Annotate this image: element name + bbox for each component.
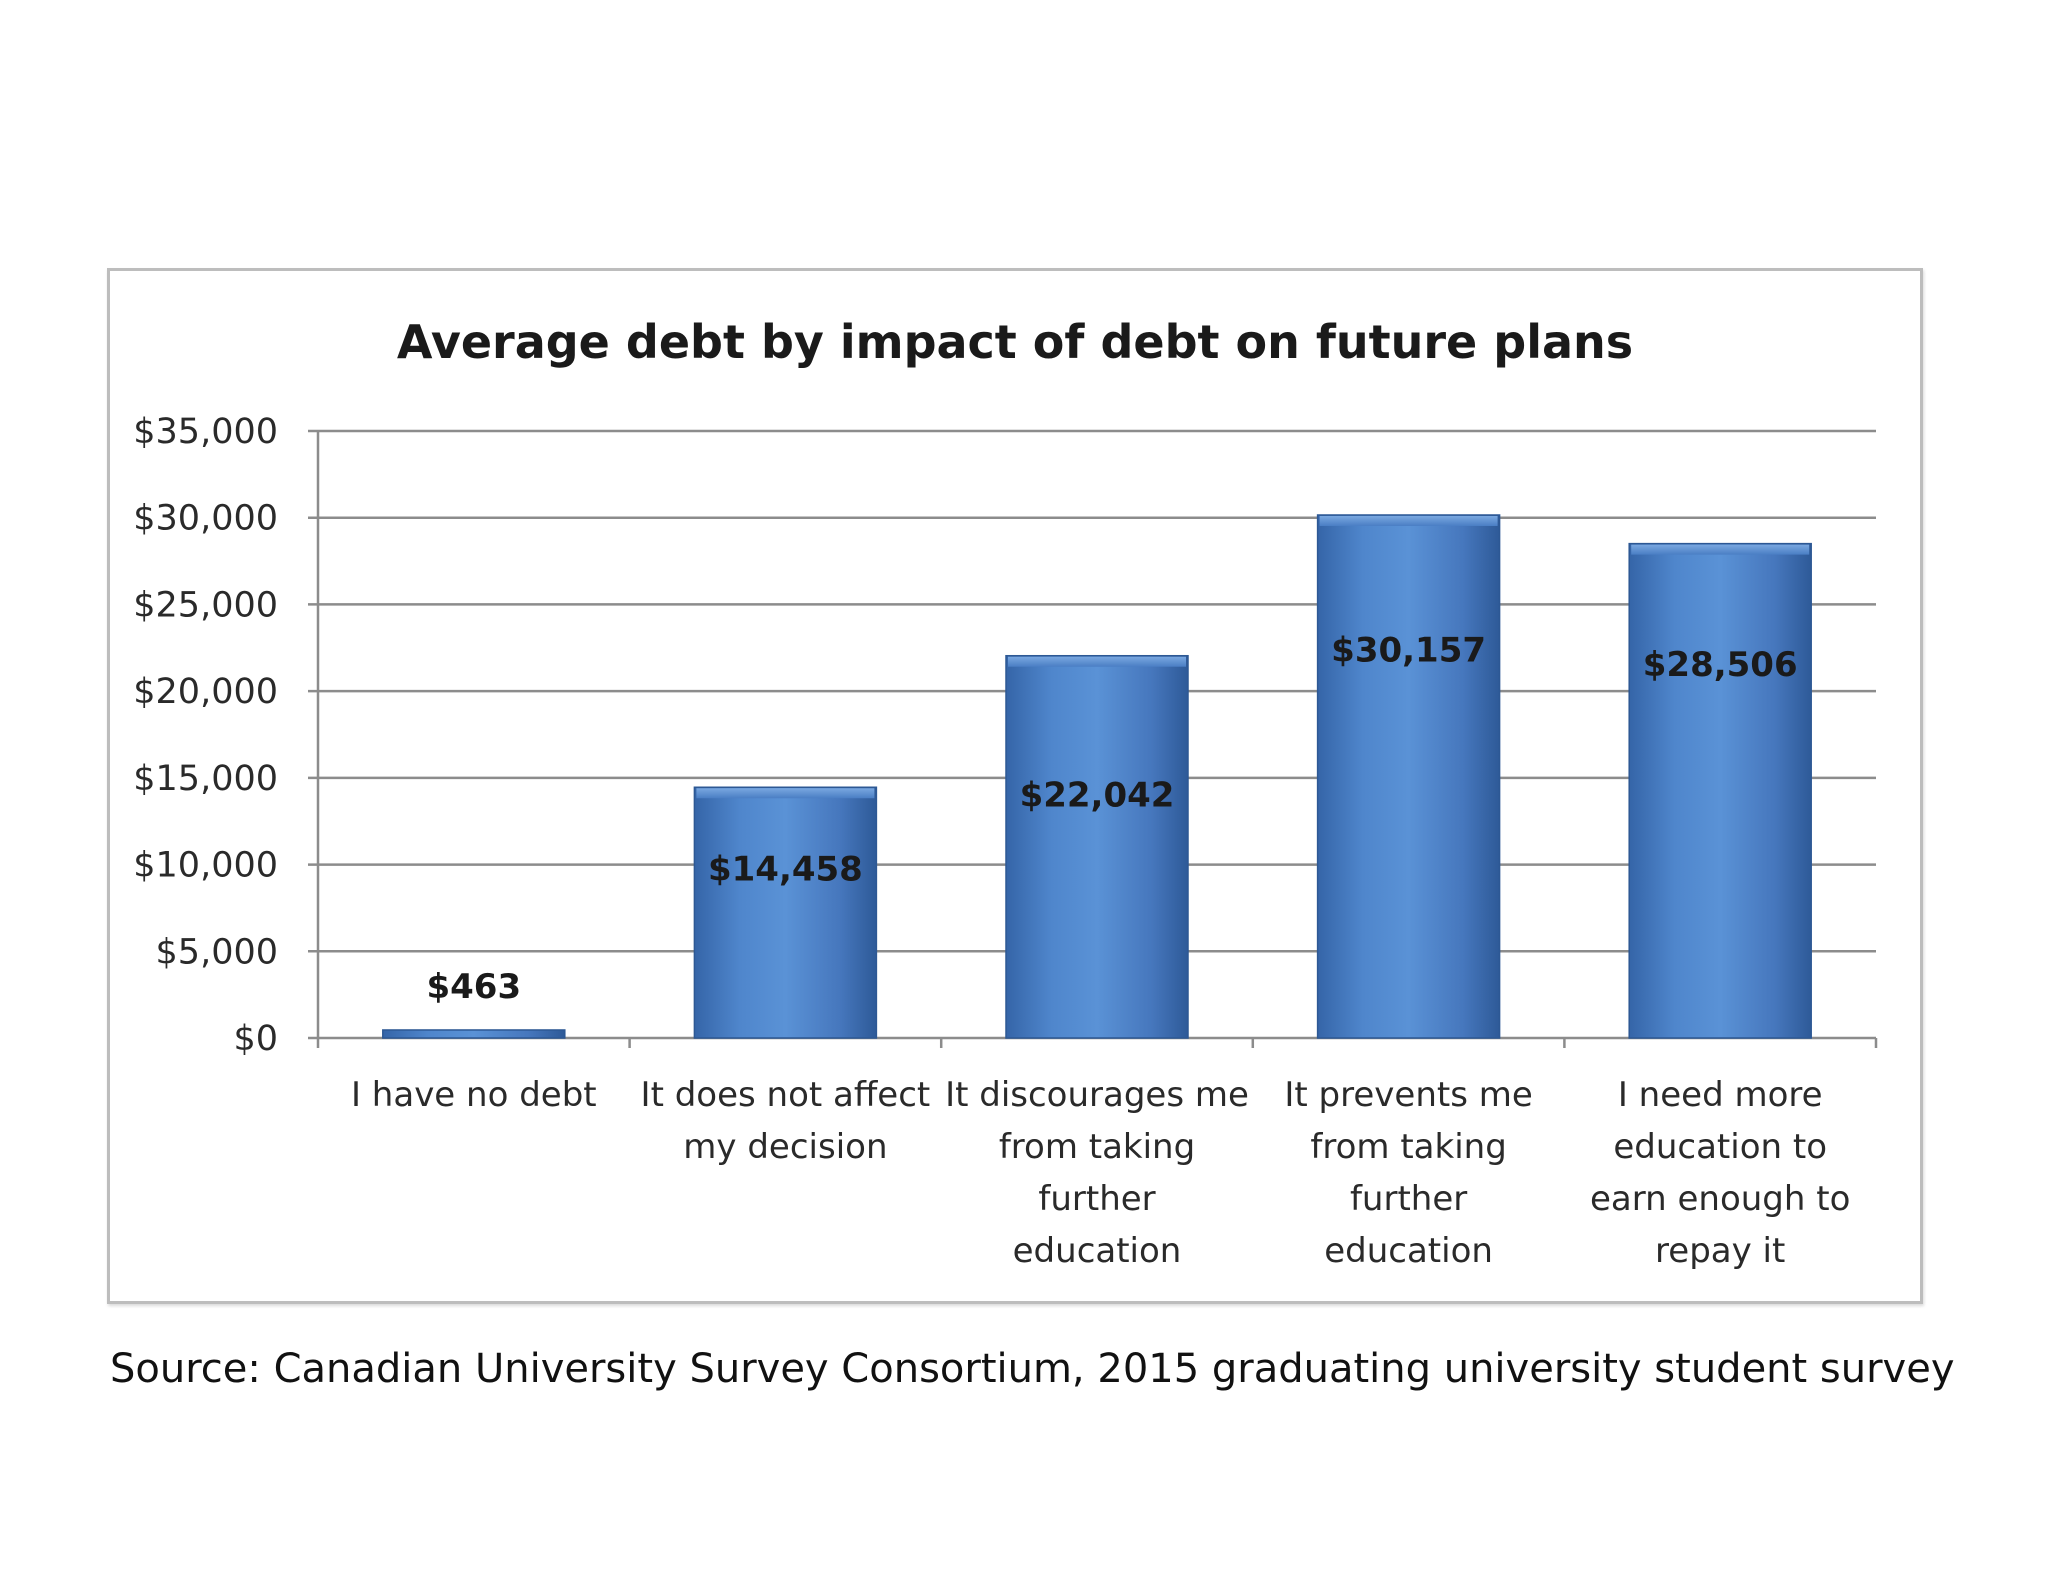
bar-highlight	[1319, 515, 1498, 526]
x-tick-label: It prevents me	[1284, 1075, 1532, 1115]
x-tick-label: It discourages me	[945, 1075, 1249, 1115]
x-tick-label: education	[1013, 1231, 1182, 1271]
x-tick-label: my decision	[683, 1127, 887, 1167]
bar	[1005, 654, 1189, 1039]
y-tick-label: $10,000	[133, 846, 278, 886]
data-label: $22,042	[1020, 776, 1175, 816]
gridlines	[308, 429, 1876, 953]
bar	[1628, 542, 1812, 1039]
x-tick-label: education to	[1613, 1127, 1827, 1167]
x-tick-label: from taking	[999, 1127, 1195, 1167]
y-tick-label: $30,000	[133, 499, 278, 539]
data-label: $28,506	[1643, 645, 1798, 685]
chart-title: Average debt by impact of debt on future…	[397, 315, 1633, 369]
bar-body	[1005, 654, 1189, 1039]
bar-body	[382, 1029, 566, 1039]
bar	[693, 786, 878, 1039]
bar-highlight	[1631, 544, 1810, 555]
x-tick-label: from taking	[1310, 1127, 1506, 1167]
x-tick-label: repay it	[1655, 1231, 1785, 1271]
data-label: $30,157	[1331, 630, 1486, 670]
bar-body	[693, 786, 878, 1039]
y-tick-label: $5,000	[156, 932, 278, 972]
x-tick-label: further	[1350, 1179, 1467, 1219]
data-label: $14,458	[708, 850, 863, 890]
bar	[382, 1029, 566, 1039]
y-tick-label: $20,000	[133, 672, 278, 712]
source-caption: Source: Canadian University Survey Conso…	[110, 1346, 1955, 1392]
x-tick-label: It does not affect	[641, 1075, 931, 1115]
data-labels: $463 $14,458 $22,042 $30,157 $28,506	[426, 630, 1797, 1006]
y-tick-label: $35,000	[133, 412, 278, 452]
y-tick-label: $0	[233, 1019, 278, 1059]
bar-body	[1316, 514, 1501, 1039]
x-axis-tick-labels: I have no debt It does not affect my decis…	[351, 1075, 1850, 1271]
bar	[1316, 514, 1501, 1039]
x-tick-label: further	[1038, 1179, 1155, 1219]
x-tick-label: I have no debt	[351, 1075, 597, 1115]
data-label: $463	[426, 967, 521, 1007]
x-tick-label: education	[1324, 1231, 1493, 1271]
y-axis-tick-labels: $0 $5,000 $10,000 $15,000 $20,000 $25,000 $30,…	[133, 412, 278, 1059]
bar-body	[1628, 542, 1812, 1039]
bar-highlight	[1008, 656, 1186, 667]
bars	[382, 514, 1812, 1039]
x-tick-label: earn enough to	[1590, 1179, 1850, 1219]
y-tick-label: $25,000	[133, 585, 278, 625]
y-tick-label: $15,000	[133, 759, 278, 799]
x-tick-label: I need more	[1618, 1075, 1823, 1115]
bar-highlight	[696, 788, 875, 799]
